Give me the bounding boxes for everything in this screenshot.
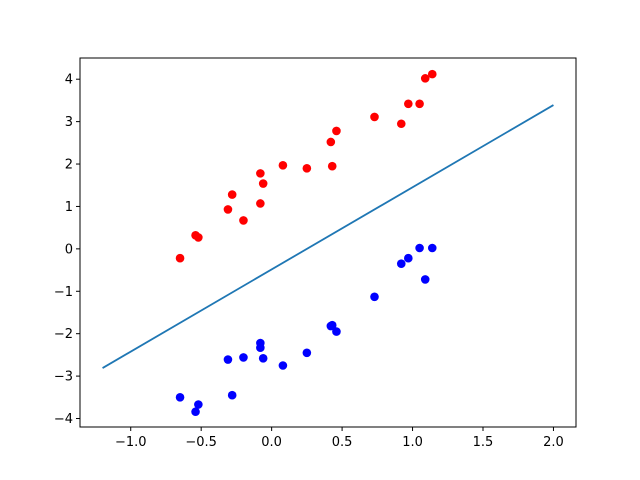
blue-point-8 bbox=[258, 353, 268, 363]
red-point-19 bbox=[427, 69, 437, 79]
blue-point-16 bbox=[404, 253, 413, 263]
x-tick-label-2: 0.0 bbox=[261, 435, 282, 450]
red-point-0 bbox=[175, 253, 185, 263]
blue-point-9 bbox=[278, 361, 288, 370]
blue-point-3 bbox=[223, 355, 233, 364]
y-tick-label-7: 3 bbox=[65, 115, 73, 130]
x-tick-label-6: 2.0 bbox=[543, 435, 564, 450]
blue-point-10 bbox=[302, 348, 312, 358]
red-point-3 bbox=[223, 205, 233, 214]
x-tick-label-4: 1.0 bbox=[402, 435, 423, 450]
blue-point-14 bbox=[370, 292, 379, 302]
blue-point-13 bbox=[332, 327, 341, 336]
red-point-18 bbox=[420, 74, 430, 83]
red-point-13 bbox=[332, 126, 341, 136]
red-point-10 bbox=[302, 163, 312, 173]
red-point-7 bbox=[256, 199, 265, 208]
y-tick-label-1: −3 bbox=[54, 370, 73, 385]
x-axis: −1.0 −0.5 0.0 0.5 1.0 1.5 2.0 bbox=[115, 427, 564, 450]
y-tick-label-6: 2 bbox=[65, 158, 73, 173]
blue-point-0 bbox=[175, 393, 185, 402]
plot-content bbox=[102, 69, 554, 417]
blue-point-2 bbox=[194, 400, 203, 409]
blue-point-12 bbox=[327, 320, 337, 330]
blue-point-15 bbox=[396, 259, 406, 269]
red-point-6 bbox=[256, 169, 265, 178]
axes-frame bbox=[79, 57, 577, 428]
y-tick-label-4: 0 bbox=[65, 242, 73, 257]
red-point-14 bbox=[370, 112, 379, 122]
red-point-9 bbox=[278, 161, 288, 170]
blue-point-1 bbox=[191, 407, 200, 417]
red-point-12 bbox=[327, 161, 337, 171]
red-point-8 bbox=[258, 179, 268, 188]
blue-point-18 bbox=[420, 275, 430, 284]
x-tick-label-5: 1.5 bbox=[473, 435, 494, 450]
red-point-11 bbox=[326, 137, 336, 147]
y-axis: −4 −3 −2 −1 0 1 2 3 4 bbox=[54, 73, 80, 427]
x-tick-label-1: −0.5 bbox=[185, 435, 217, 450]
x-tick-label-0: −1.0 bbox=[115, 435, 147, 450]
red-point-15 bbox=[396, 119, 406, 129]
separator-line bbox=[102, 104, 554, 369]
red-point-17 bbox=[415, 99, 424, 109]
blue-point-19 bbox=[427, 243, 437, 253]
y-tick-label-0: −4 bbox=[54, 412, 73, 427]
y-tick-label-5: 1 bbox=[65, 200, 73, 215]
blue-point-17 bbox=[415, 243, 424, 253]
y-tick-label-2: −2 bbox=[54, 327, 73, 342]
blue-point-5 bbox=[239, 353, 248, 362]
red-point-2 bbox=[194, 233, 203, 242]
x-tick-label-3: 0.5 bbox=[332, 435, 353, 450]
red-point-16 bbox=[404, 99, 413, 109]
blue-point-4 bbox=[227, 390, 237, 400]
red-point-4 bbox=[227, 190, 237, 199]
red-point-5 bbox=[239, 216, 248, 225]
y-tick-label-8: 4 bbox=[65, 73, 73, 88]
y-tick-label-3: −1 bbox=[54, 285, 73, 300]
blue-point-7 bbox=[256, 343, 265, 352]
